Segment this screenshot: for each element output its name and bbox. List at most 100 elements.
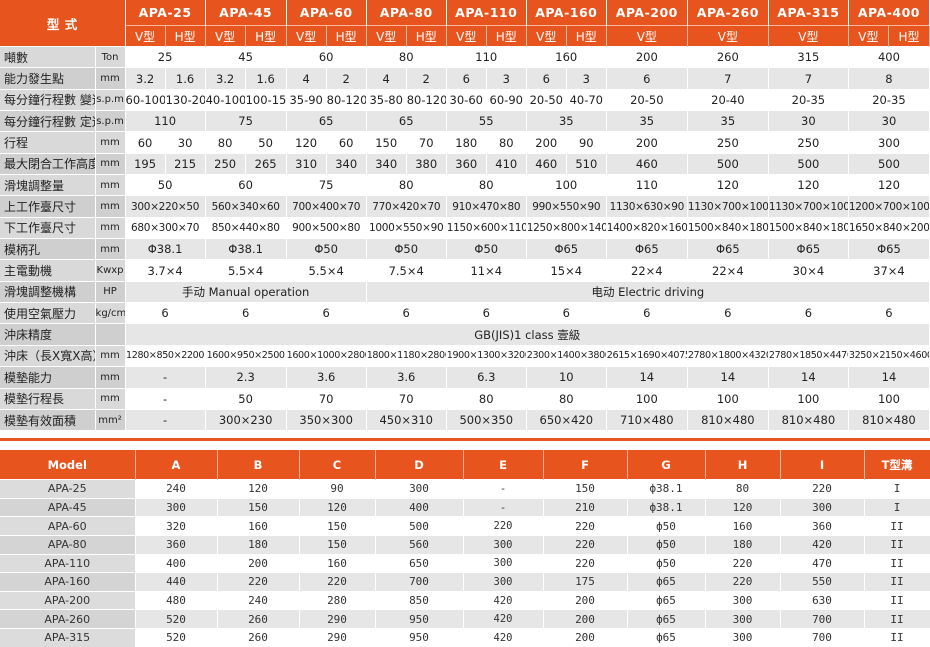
dimension-cell: II: [864, 590, 930, 610]
spec-cell: 80: [446, 387, 527, 410]
spec-cell: 200: [606, 45, 688, 68]
model-header: APA-60: [286, 0, 367, 26]
subtype-header: V型: [687, 25, 769, 47]
spec-row: 噸數 Ton 25 45 60 80 110 160 200 260 315 400: [0, 45, 930, 68]
spec-cell: 850×440×80: [205, 216, 287, 239]
spec-cell: Φ38.1: [125, 238, 206, 260]
spec-row-label: 最大閉合工作高度: [0, 152, 96, 175]
dimension-cell: II: [864, 609, 930, 629]
subtype-header: H型: [165, 25, 206, 47]
spec-cell: 2: [406, 67, 447, 90]
spec-row-label: 滑塊調整機構: [0, 280, 96, 303]
dimension-cell: 850: [375, 590, 464, 610]
spec-cell: 8: [848, 67, 930, 90]
dimension-cell: -: [463, 497, 544, 517]
spec-cell: 45: [205, 45, 287, 68]
spec-cell: 10: [526, 366, 607, 388]
spec-cell: 110: [606, 174, 688, 196]
spec-row-label: 主電動機: [0, 259, 96, 282]
spec-cell: 100: [848, 387, 930, 410]
dimension-cell: 520: [135, 609, 218, 629]
dimension-cell: 420: [463, 627, 544, 647]
spec-cell: 37×4: [848, 259, 930, 282]
dimension-cell: 300: [705, 627, 781, 647]
spec-cell: 650×420: [526, 408, 607, 431]
dimension-column-header: I: [780, 450, 865, 480]
spec-cell: 510: [566, 152, 607, 175]
subtype-header: H型: [486, 25, 527, 47]
spec-row-label: 每分鐘行程數 變速: [0, 88, 96, 111]
dimension-cell: 280: [299, 590, 376, 610]
model-name-cell: APA-80: [0, 534, 136, 555]
spec-row-unit: mm: [95, 131, 126, 154]
spec-cell: Φ65: [848, 238, 930, 260]
dimension-cell: 300: [780, 497, 865, 517]
dimension-cell: 400: [375, 497, 464, 517]
table-row: APA-45 300 150 120 400-210 ф38.1 120 300 I: [0, 497, 930, 517]
spec-cell: Φ65: [687, 238, 769, 260]
dimension-column-header: D: [375, 450, 464, 480]
spec-cell: 3.6: [286, 366, 367, 388]
dimension-cell: I: [864, 479, 930, 499]
spec-row-unit: mm: [95, 366, 126, 388]
model-name-cell: APA-45: [0, 497, 136, 517]
spec-row-label: 模墊有效面積: [0, 408, 96, 431]
spec-row-unit: mm: [95, 195, 126, 218]
dimension-cell: 300: [375, 479, 464, 499]
dimension-cell: 420: [463, 609, 544, 629]
dimension-cell: 320: [135, 516, 218, 536]
dimension-cell: 440: [135, 572, 218, 592]
dimension-cell: 210: [543, 497, 628, 517]
spec-cell: 6: [768, 302, 849, 324]
spec-cell: 6: [446, 302, 527, 324]
spec-cell: 50: [245, 131, 287, 154]
spec-cell: 6: [446, 67, 487, 90]
dimension-cell: 950: [375, 627, 464, 647]
spec-cell: 300×220×50: [125, 195, 206, 218]
spec-cell: 6: [848, 302, 930, 324]
spec-cell: 500: [768, 152, 849, 175]
spec-cell: 200: [606, 131, 688, 154]
dimension-cell: 200: [217, 553, 300, 573]
spec-cell: 30: [848, 110, 930, 132]
model-name-cell: APA-315: [0, 627, 136, 647]
subtype-header: H型: [888, 25, 930, 47]
spec-cell: 810×480: [687, 408, 769, 431]
spec-row: 下工作臺尺寸 mm 680×300×70 850×440×80 900×500×80 10…: [0, 216, 930, 239]
spec-row-label: 沖床（長X寬X高）: [0, 344, 96, 367]
spec-cell: 80-120: [326, 88, 367, 111]
spec-cell: 6: [125, 302, 206, 324]
spec-cell: 400: [848, 45, 930, 68]
dimension-cell: 220: [217, 572, 300, 592]
spec-row: 每分鐘行程數 定速 s.p.m 110 75 65 65 55 35 35 35 30 30: [0, 110, 930, 132]
spec-cell: 60: [326, 131, 367, 154]
spec-cell: 350×300: [286, 408, 367, 431]
dimension-cell: 360: [135, 534, 218, 555]
dimension-cell: 260: [217, 627, 300, 647]
spec-cell: 14: [687, 366, 769, 388]
spec-cell: 500: [848, 152, 930, 175]
spec-cell: 500×350: [446, 408, 527, 431]
table-row: APA-25 240 120 90 300-150 ф38.1 80 220 I: [0, 479, 930, 499]
table-divider: [0, 430, 930, 442]
dimension-column-header: T型溝: [864, 450, 930, 480]
spec-cell: 250: [205, 152, 246, 175]
model-header: APA-200: [606, 0, 688, 26]
dimension-cell: 420: [780, 534, 865, 555]
spec-row-unit: mm: [95, 238, 126, 260]
dimension-cell: 630: [780, 590, 865, 610]
spec-cell: -: [125, 387, 206, 410]
spec-cell: 560×340×60: [205, 195, 287, 218]
spec-cell: 4: [366, 67, 407, 90]
spec-row: 滑塊調整量 mm 50 60 75 80 80 100 110 120 120 120: [0, 174, 930, 196]
spec-cell: 40-70: [566, 88, 607, 111]
spec-row-label: 每分鐘行程數 定速: [0, 110, 96, 132]
dimension-cell: 950: [375, 609, 464, 629]
spec-cell: 1600×1000×2800: [286, 344, 367, 367]
dimension-cell: ф65: [627, 590, 706, 610]
dimension-column-header: F: [543, 450, 628, 480]
dimension-cell: 300: [463, 534, 544, 555]
spec-cell: 120: [768, 174, 849, 196]
spec-cell: 75: [286, 174, 367, 196]
spec-cell: 1000×550×90: [366, 216, 447, 239]
